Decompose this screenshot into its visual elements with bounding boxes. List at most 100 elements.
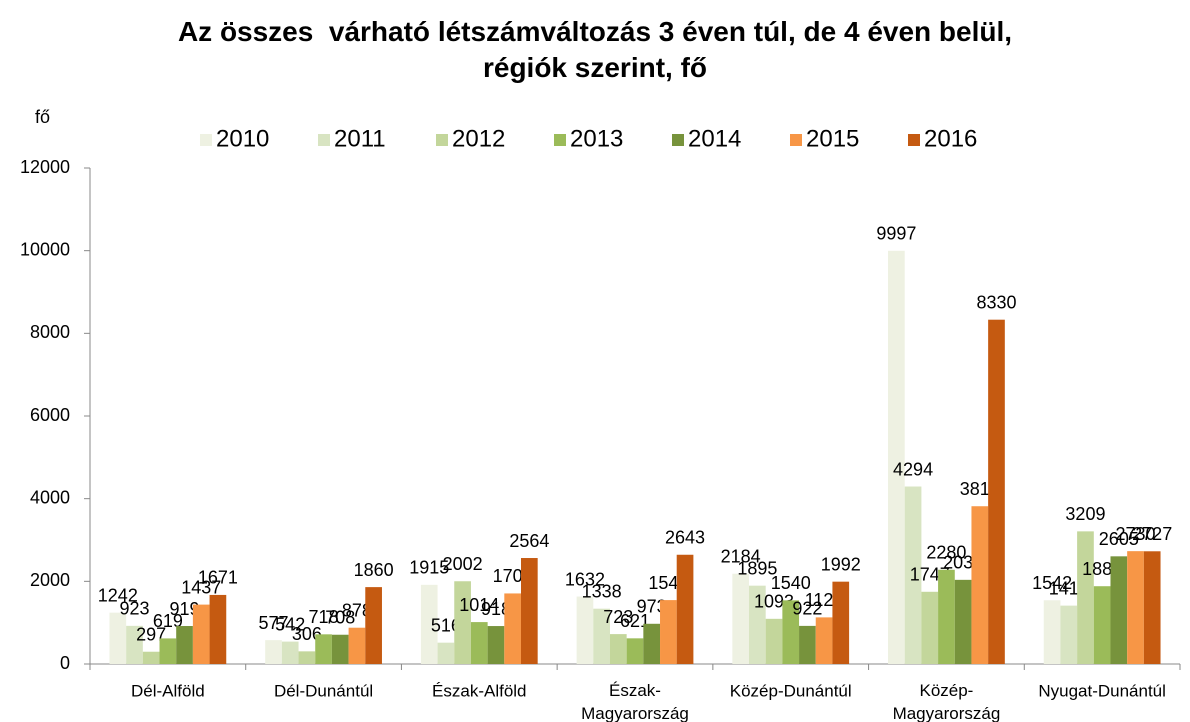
legend-label: 2010 bbox=[216, 125, 269, 152]
x-tick-label: Nyugat-Dunántúl bbox=[1038, 681, 1166, 700]
data-label: 1671 bbox=[198, 568, 238, 588]
bar bbox=[315, 634, 332, 664]
data-label: 718 bbox=[309, 607, 339, 627]
y-tick-label: 12000 bbox=[20, 157, 70, 177]
bar bbox=[576, 596, 594, 664]
bar bbox=[799, 625, 816, 664]
data-label: 4294 bbox=[893, 459, 933, 479]
data-label: 1992 bbox=[821, 554, 861, 574]
bar bbox=[470, 622, 488, 664]
data-label: 306 bbox=[292, 624, 322, 644]
bar bbox=[626, 638, 644, 664]
legend-swatch bbox=[908, 134, 920, 146]
data-label: 2727 bbox=[1132, 524, 1172, 544]
bar bbox=[176, 626, 193, 664]
legend-label: 2016 bbox=[924, 125, 977, 152]
bar bbox=[676, 554, 694, 664]
data-label: 2002 bbox=[443, 554, 483, 574]
data-label: 1632 bbox=[565, 569, 605, 589]
y-tick-label: 8000 bbox=[30, 322, 70, 342]
bar bbox=[487, 626, 505, 664]
bar bbox=[365, 587, 382, 664]
data-label: 1437 bbox=[181, 577, 221, 597]
bar bbox=[265, 640, 282, 664]
bar bbox=[1127, 551, 1144, 664]
bar bbox=[1077, 531, 1094, 664]
bar bbox=[1143, 551, 1161, 664]
y-tick-label: 10000 bbox=[20, 239, 70, 259]
bar bbox=[888, 250, 905, 665]
y-tick-label: 0 bbox=[60, 653, 70, 673]
bar bbox=[520, 558, 538, 664]
bar bbox=[971, 506, 989, 664]
x-tick-label: Észak-Magyarország bbox=[581, 681, 689, 722]
data-label: 922 bbox=[792, 599, 822, 619]
data-label: 2643 bbox=[665, 528, 705, 548]
bar bbox=[954, 579, 972, 664]
data-label: 1860 bbox=[354, 560, 394, 580]
data-label: 577 bbox=[258, 613, 288, 633]
bar bbox=[660, 600, 677, 664]
data-label: 918 bbox=[481, 599, 511, 619]
bar bbox=[281, 641, 299, 664]
data-label: 919 bbox=[170, 599, 200, 619]
data-label: 619 bbox=[153, 611, 183, 631]
bar bbox=[749, 585, 766, 664]
legend-label: 2014 bbox=[688, 125, 741, 152]
bar bbox=[1110, 556, 1128, 664]
chart-title: Az összes várható létszámváltozás 3 éven… bbox=[177, 16, 1020, 83]
data-label: 621 bbox=[620, 611, 650, 631]
bar bbox=[126, 625, 143, 664]
x-tick-label: Dél-Alföld bbox=[131, 681, 205, 700]
bar bbox=[815, 617, 833, 664]
data-label: 1542 bbox=[1032, 573, 1072, 593]
legend-swatch bbox=[436, 134, 448, 146]
data-label: 9997 bbox=[876, 224, 916, 244]
bar bbox=[209, 594, 227, 664]
legend-label: 2013 bbox=[570, 125, 623, 152]
data-label: 8330 bbox=[976, 292, 1016, 312]
legend-swatch bbox=[200, 134, 212, 146]
y-tick-label: 2000 bbox=[30, 570, 70, 590]
bar bbox=[988, 319, 1005, 664]
data-label: 973 bbox=[637, 597, 667, 617]
data-label: 3209 bbox=[1065, 504, 1105, 524]
bar bbox=[593, 608, 610, 664]
bar bbox=[331, 634, 349, 664]
legend-swatch bbox=[554, 134, 566, 146]
bar bbox=[643, 623, 661, 664]
x-tick-label: Közép-Dunántúl bbox=[730, 681, 852, 700]
data-label: 297 bbox=[136, 624, 166, 644]
x-tick-label: Dél-Dunántúl bbox=[274, 681, 373, 700]
data-label: 2730 bbox=[1115, 524, 1155, 544]
bar bbox=[904, 486, 922, 664]
data-label: 516 bbox=[431, 615, 461, 635]
bar bbox=[832, 581, 850, 664]
bar bbox=[732, 573, 750, 664]
legend-label: 2012 bbox=[452, 125, 505, 152]
bar bbox=[938, 569, 955, 664]
legend-label: 2011 bbox=[334, 125, 386, 152]
bar bbox=[420, 584, 438, 664]
bar bbox=[921, 591, 939, 664]
bar bbox=[1093, 586, 1111, 664]
y-tick-label: 6000 bbox=[30, 405, 70, 425]
data-label: 1895 bbox=[737, 558, 777, 578]
bar bbox=[1043, 600, 1061, 664]
data-label: 542 bbox=[275, 614, 305, 634]
legend-swatch bbox=[318, 134, 330, 146]
bar bbox=[159, 638, 177, 664]
bar bbox=[609, 634, 627, 664]
bar bbox=[504, 593, 521, 664]
data-label: 708 bbox=[325, 607, 355, 627]
bar bbox=[1060, 605, 1078, 664]
y-tick-label: 4000 bbox=[30, 487, 70, 507]
data-label: 1338 bbox=[582, 581, 622, 601]
data-label: 2564 bbox=[509, 531, 549, 551]
data-label: 1540 bbox=[771, 573, 811, 593]
legend-label: 2015 bbox=[806, 125, 859, 152]
legend-swatch bbox=[790, 134, 802, 146]
bar bbox=[765, 618, 783, 664]
x-tick-label: Közép-Magyarország bbox=[893, 681, 1001, 722]
